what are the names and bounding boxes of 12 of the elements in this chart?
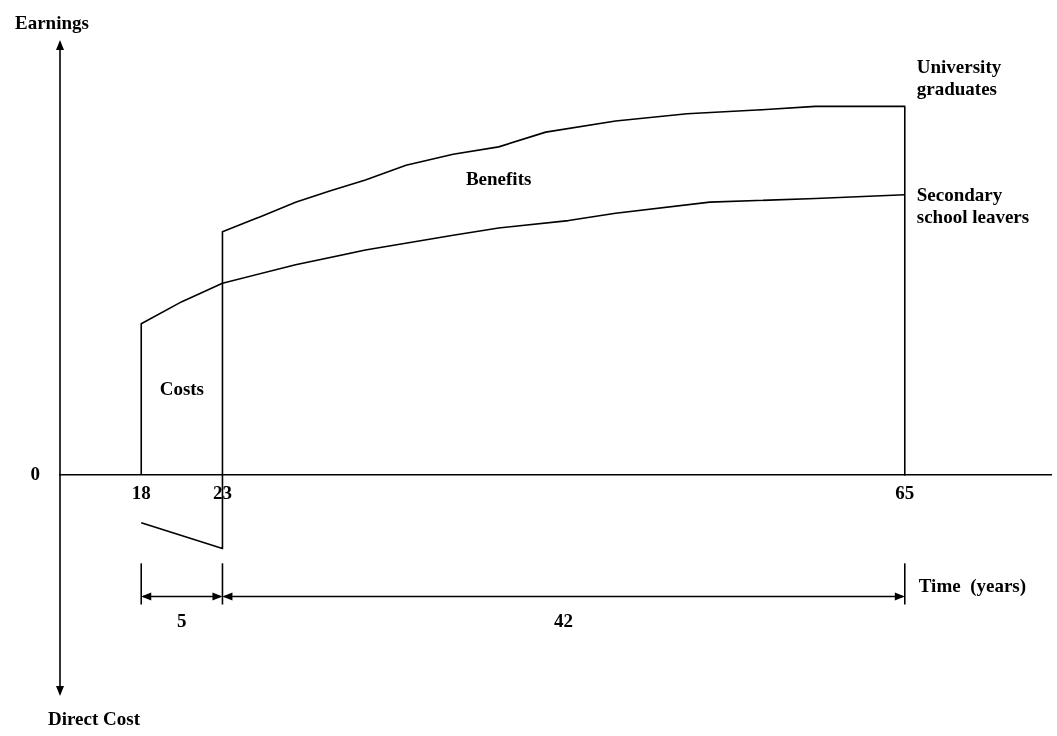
text: 42 — [554, 610, 574, 632]
annotation: Benefits — [465, 167, 532, 189]
text: Direct Cost — [48, 707, 141, 729]
x-tick-label: 18 — [131, 482, 151, 504]
annotation: Costs — [159, 378, 205, 400]
text: 0 — [30, 462, 40, 484]
text: 5 — [177, 610, 187, 632]
x-tick-label: 65 — [895, 482, 915, 504]
series-label: University graduates — [916, 55, 1002, 99]
x-axis-title: Time (years) — [918, 574, 1027, 597]
series-label: Secondary school leavers — [916, 184, 1030, 228]
y-axis-title: Earnings — [15, 12, 89, 34]
